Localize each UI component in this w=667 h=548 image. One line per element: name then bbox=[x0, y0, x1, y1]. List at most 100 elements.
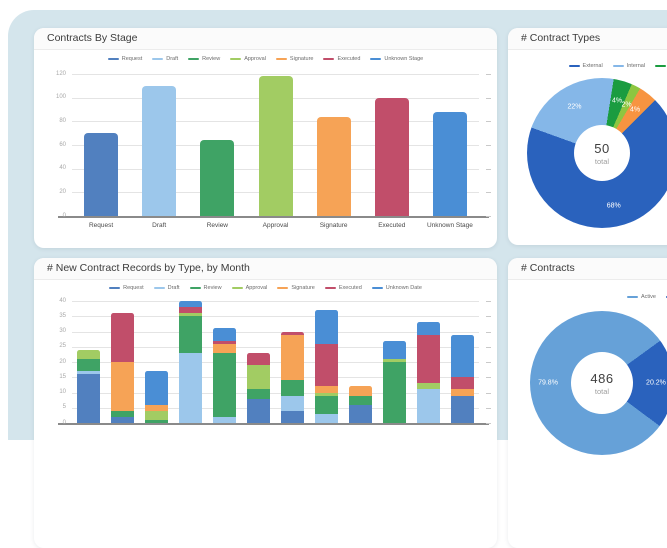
legend-dash-icon bbox=[612, 65, 624, 67]
legend-dash-icon bbox=[371, 287, 383, 289]
y-axis-label: 10 bbox=[59, 389, 66, 395]
stacked-bar-month-2[interactable] bbox=[111, 313, 135, 423]
stacked-bar-month-10[interactable] bbox=[382, 340, 406, 423]
gridline bbox=[72, 301, 479, 302]
legend-item-signature[interactable]: Signature bbox=[275, 56, 313, 62]
legend-item-label: External bbox=[582, 63, 603, 69]
card-title-contracts: # Contracts bbox=[508, 258, 667, 280]
stacked-bar-month-4[interactable] bbox=[179, 301, 203, 423]
legend-item-executed[interactable]: Executed bbox=[323, 56, 360, 62]
legend-item-approval[interactable]: Approval bbox=[231, 285, 268, 291]
stacked-bar-month-11[interactable] bbox=[416, 322, 440, 423]
right-axis-tick bbox=[486, 145, 491, 146]
bar-segment-approval bbox=[77, 349, 101, 359]
legend-dash-icon bbox=[323, 58, 335, 60]
legend-item-review[interactable]: Review bbox=[188, 56, 220, 62]
legend-item-label: Approval bbox=[245, 285, 268, 291]
bar-segment-unknown-date bbox=[416, 322, 440, 335]
bar-segment-approval bbox=[179, 313, 203, 317]
legend-item-unknown-date[interactable]: Unknown Date bbox=[371, 285, 422, 291]
right-axis-tick bbox=[486, 407, 491, 409]
bar-request[interactable] bbox=[84, 133, 119, 217]
bar-approval[interactable] bbox=[258, 76, 293, 216]
bar-segment-unknown-date bbox=[314, 310, 338, 344]
right-axis-tick bbox=[486, 346, 491, 348]
legend-item-external[interactable]: External bbox=[568, 63, 603, 69]
bar-segment-executed bbox=[280, 331, 304, 335]
x-axis-label: Request bbox=[88, 222, 114, 230]
right-axis-tick bbox=[486, 168, 491, 170]
bar-segment-draft bbox=[280, 395, 304, 411]
x-axis-label: Signature bbox=[319, 222, 348, 230]
bar-segment-executed bbox=[213, 340, 237, 344]
legend-item-draft[interactable]: Draft bbox=[153, 285, 180, 291]
bar-segment-review bbox=[77, 358, 101, 372]
bar-segment-unknown-date bbox=[450, 334, 474, 378]
legend-item-label: Signature bbox=[291, 285, 315, 291]
legend-item-draft[interactable]: Draft bbox=[152, 56, 178, 62]
legend-item-label: Executed bbox=[338, 285, 362, 291]
legend-dash-icon bbox=[627, 296, 639, 298]
bar-segment-review bbox=[382, 361, 406, 423]
legend-item-approval[interactable]: Approval bbox=[230, 56, 266, 62]
stacked-bar-month-12[interactable] bbox=[450, 334, 474, 423]
right-axis-tick bbox=[486, 97, 491, 99]
legend-item-request[interactable]: Request bbox=[109, 285, 144, 291]
bar-segment-request bbox=[348, 404, 372, 423]
bar-segment-unknown-date bbox=[382, 340, 406, 359]
slice-label-third-party: 2% bbox=[621, 101, 632, 109]
legend-item-request[interactable]: Request bbox=[107, 56, 142, 62]
legend-item-internal[interactable]: Internal bbox=[612, 63, 645, 69]
stacked-bar-month-9[interactable] bbox=[348, 386, 372, 423]
stacked-bar-month-8[interactable] bbox=[314, 310, 338, 423]
right-axis-tick bbox=[486, 192, 491, 194]
bar-review[interactable] bbox=[200, 140, 235, 216]
bar-draft[interactable] bbox=[142, 85, 177, 216]
legend-item-label: Draft bbox=[166, 56, 179, 62]
y-axis-label: 120 bbox=[55, 70, 66, 77]
legend-dash-icon bbox=[152, 58, 164, 60]
donut-chart-contract-types: ExternalInternalLegalThird Party4%2%4%68… bbox=[508, 50, 667, 245]
stacked-bar-month-1[interactable] bbox=[77, 349, 101, 423]
bar-executed[interactable] bbox=[374, 97, 409, 216]
legend-item-review[interactable]: Review bbox=[189, 285, 222, 291]
legend-item-executed[interactable]: Executed bbox=[324, 285, 362, 291]
stacked-bar-month-7[interactable] bbox=[280, 331, 304, 423]
card-title-new-contract-records: # New Contract Records by Type, by Month bbox=[34, 258, 497, 280]
bar-segment-unknown-date bbox=[145, 371, 169, 405]
legend-dash-icon bbox=[568, 65, 580, 67]
legend-dash-icon bbox=[188, 58, 200, 60]
legend-item-active[interactable]: Active bbox=[627, 294, 656, 300]
bar-segment-draft bbox=[416, 389, 440, 423]
bar-segment-review bbox=[111, 410, 135, 417]
slice-label-active: 79.8% bbox=[538, 379, 558, 387]
card-title-contract-types: # Contract Types bbox=[508, 28, 667, 50]
bar-signature[interactable] bbox=[316, 116, 351, 216]
bar-unknown-stage[interactable] bbox=[432, 111, 467, 216]
stacked-bar-chart-new-records: Request Draft Review Approval Signature Execu… bbox=[34, 280, 497, 548]
right-axis-tick bbox=[486, 301, 491, 302]
legend-item-legal[interactable]: Legal bbox=[655, 63, 667, 69]
right-axis-tick bbox=[486, 331, 491, 333]
gridline bbox=[72, 331, 479, 333]
bar-segment-signature bbox=[450, 389, 474, 396]
y-axis-label: 5 bbox=[62, 404, 66, 411]
right-axis-tick bbox=[486, 74, 491, 75]
stacked-bar-month-5[interactable] bbox=[213, 328, 237, 423]
x-axis-label: Unknown Stage bbox=[426, 222, 473, 230]
legend-item-signature[interactable]: Signature bbox=[277, 285, 315, 291]
bar-segment-signature bbox=[314, 386, 338, 393]
slice-label-legal: 4% bbox=[612, 97, 623, 105]
stacked-bar-month-3[interactable] bbox=[145, 371, 169, 423]
donut-total-value: 486 bbox=[590, 370, 614, 386]
right-axis-tick bbox=[486, 121, 491, 123]
gridline bbox=[72, 316, 479, 318]
legend-item-label: Executed bbox=[337, 56, 361, 62]
legend-item-unknown-stage[interactable]: Unknown Stage bbox=[370, 56, 423, 62]
y-axis-label: 30 bbox=[59, 328, 66, 334]
y-axis-label: 20 bbox=[59, 188, 66, 195]
stacked-bar-month-6[interactable] bbox=[247, 352, 271, 423]
x-axis-line bbox=[58, 216, 489, 219]
y-axis-label: 25 bbox=[59, 343, 66, 350]
